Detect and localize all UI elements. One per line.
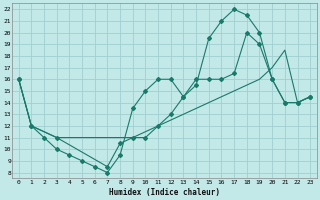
X-axis label: Humidex (Indice chaleur): Humidex (Indice chaleur) <box>109 188 220 197</box>
